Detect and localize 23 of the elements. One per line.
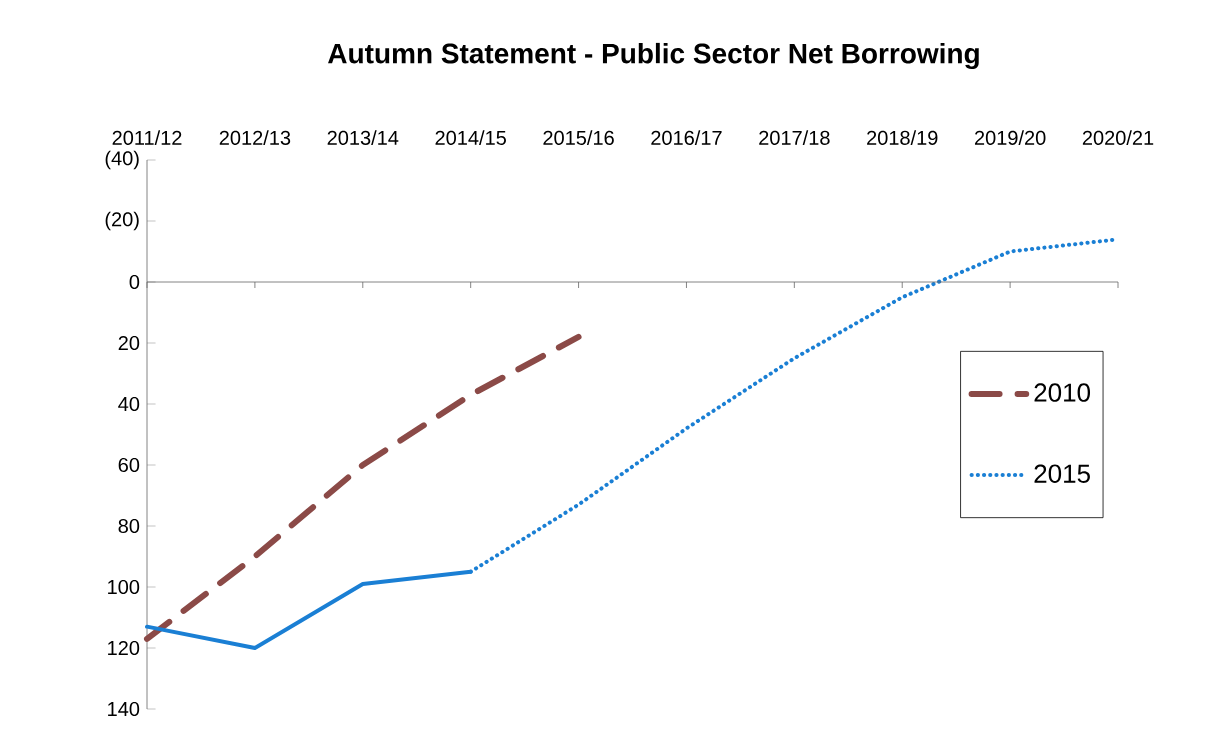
x-tick-label: 2017/18 — [759, 130, 830, 145]
y-tick-label: 60 — [118, 457, 140, 473]
x-tick-label: 2014/15 — [435, 130, 506, 145]
x-tick-label: 2018/19 — [867, 130, 938, 145]
y-tick-label: 100 — [108, 579, 140, 595]
x-tick-label: 2019/20 — [974, 130, 1046, 145]
chart-title: Autumn Statement - Public Sector Net Borrowing — [328, 42, 979, 70]
x-tick-label: 2015/16 — [543, 130, 614, 145]
y-tick-label: 120 — [108, 640, 140, 656]
x-tick-label: 2012/13 — [219, 130, 291, 145]
x-tick-label: 2013/14 — [327, 130, 399, 145]
legend-label: 2015 — [1034, 464, 1090, 483]
x-tick-label: 2011/12 — [112, 130, 182, 145]
y-tick-label: 40 — [118, 396, 140, 412]
x-tick-label: 2016/17 — [651, 130, 722, 145]
y-tick-label: 20 — [118, 335, 140, 351]
y-tick-label: 140 — [108, 701, 140, 717]
legend-label: 2010 — [1034, 383, 1091, 402]
x-tick-label: 2020/21 — [1082, 130, 1154, 145]
y-tick-label: (40) — [105, 150, 139, 170]
y-tick-label: 0 — [129, 274, 140, 290]
y-tick-label: 80 — [118, 518, 140, 534]
y-tick-label: (20) — [105, 211, 139, 231]
